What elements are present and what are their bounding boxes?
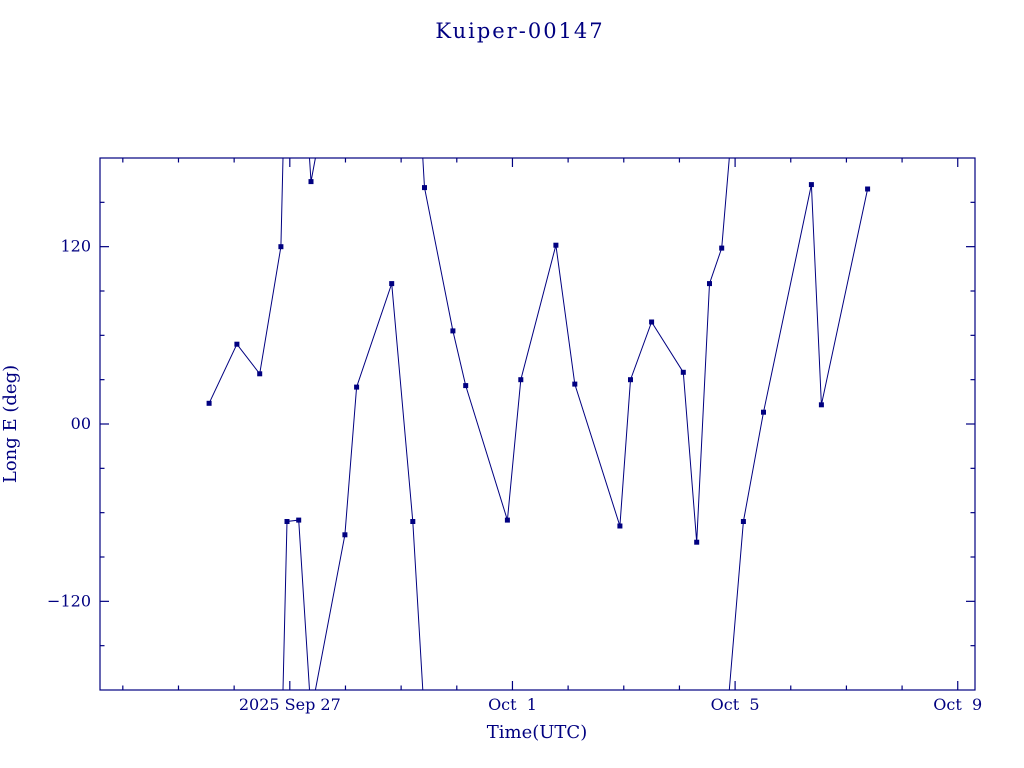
data-point-marker: [617, 523, 623, 529]
data-point-marker: [572, 381, 578, 387]
data-point-marker: [808, 182, 814, 188]
data-point-marker: [649, 319, 655, 325]
data-point-marker: [284, 519, 290, 524]
axis-ticks: [100, 158, 975, 690]
y-axis-label: Long E (deg): [0, 365, 21, 483]
data-point-marker: [296, 517, 302, 523]
data-point-marker: [504, 517, 510, 523]
data-point-marker: [410, 519, 416, 524]
x-tick-label: 2025 Sep 27: [239, 695, 341, 714]
axis-tick-labels: 2025 Sep 27 Oct 1 Oct 5 Oct 9 120 00 −120: [47, 237, 982, 714]
data-point-marker: [354, 384, 360, 390]
data-point-marker: [234, 341, 240, 347]
data-point-marker: [257, 371, 263, 377]
data-point-marker: [553, 242, 559, 248]
data-point-marker: [865, 186, 871, 192]
data-point-marker: [740, 519, 746, 524]
data-point-marker: [342, 532, 348, 538]
data-point-marker: [761, 409, 766, 415]
y-tick-label: −120: [47, 591, 91, 610]
x-tick-label: Oct 5: [711, 695, 760, 714]
data-point-marker: [206, 400, 212, 406]
data-point-marker: [450, 328, 456, 334]
data-point-marker: [308, 179, 314, 185]
data-point-marker: [707, 281, 712, 287]
data-series: [206, 157, 871, 691]
chart-title: Kuiper-00147: [435, 19, 604, 43]
y-tick-label: 00: [71, 414, 91, 433]
plot-frame: [99, 157, 976, 691]
data-point-marker: [389, 281, 395, 287]
x-tick-label: Oct 1: [488, 695, 537, 714]
data-point-marker: [628, 377, 633, 383]
data-point-marker: [278, 244, 284, 250]
y-tick-label: 120: [60, 237, 91, 256]
data-point-marker: [719, 245, 725, 251]
data-point-marker: [818, 402, 824, 408]
x-axis-label: Time(UTC): [487, 722, 587, 743]
data-point-marker: [463, 383, 469, 389]
data-point-marker: [518, 377, 524, 383]
series-line: [208, 157, 869, 691]
x-tick-label: Oct 9: [933, 695, 982, 714]
data-point-marker: [694, 539, 700, 545]
data-point-marker: [680, 369, 686, 375]
data-point-marker: [422, 185, 427, 191]
